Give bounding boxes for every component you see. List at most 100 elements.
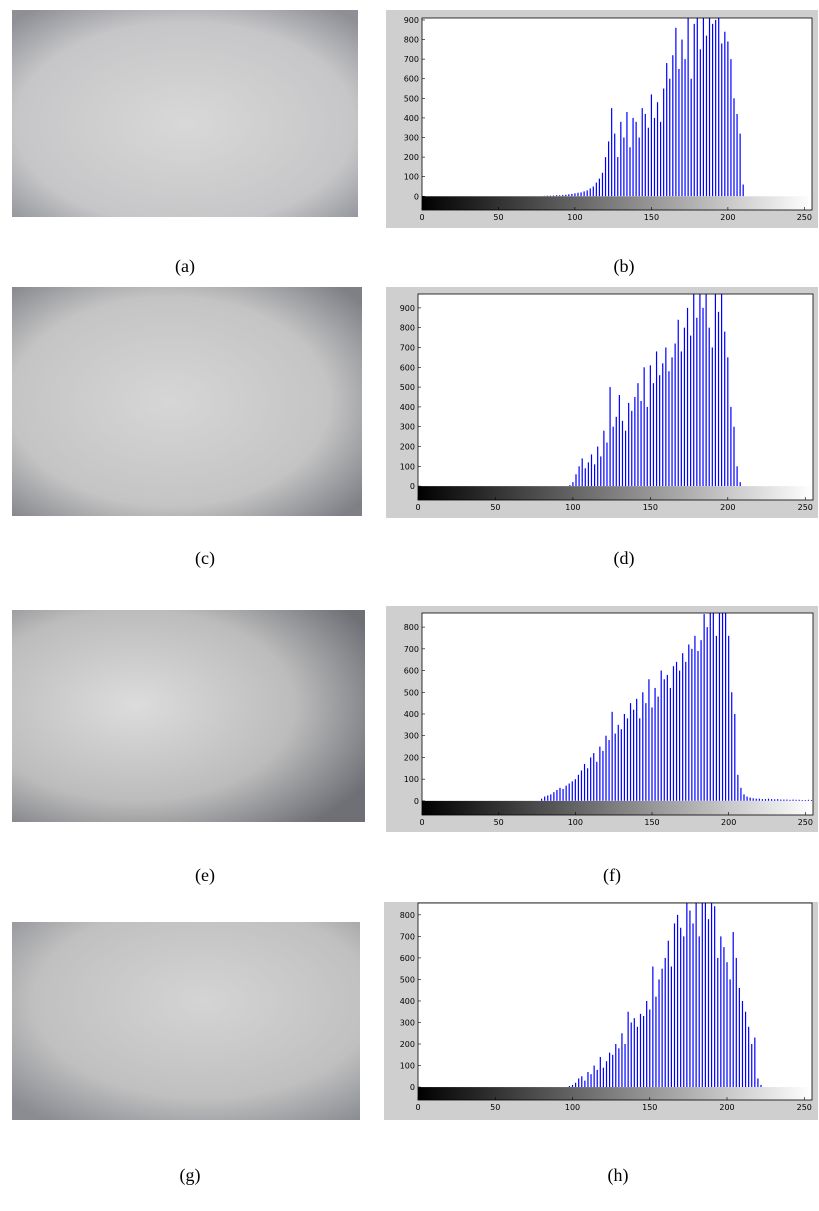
bar [624,1044,626,1088]
bar [697,651,699,801]
bar [721,294,723,487]
bar [783,799,785,801]
bar [701,903,703,1088]
bar [702,18,705,197]
bar [642,692,644,801]
bar [780,799,782,801]
bar [575,474,577,487]
bar [575,1082,577,1088]
bar [680,927,682,1088]
bar [581,1076,583,1088]
bar [626,112,628,197]
y-tick-label: 600 [400,954,415,963]
bar [688,644,690,801]
plot-frame [417,293,814,501]
bar [568,194,570,197]
bar [698,936,700,1088]
x-tick-label: 50 [490,1103,500,1112]
x-tick-label: 50 [494,818,504,827]
bar [568,783,570,801]
bar [792,799,794,801]
bar [632,117,634,197]
bar [730,59,732,197]
bar [615,1044,617,1088]
bar [636,1026,639,1088]
bar [629,703,632,801]
bar [572,482,574,487]
bar [606,442,608,487]
x-tick-label: 200 [720,503,735,512]
bar [549,195,552,197]
x-tick-label: 150 [642,1103,657,1112]
bar [663,679,665,801]
x-tick-label: 250 [797,1103,812,1112]
bar [736,466,738,487]
x-tick-label: 150 [644,818,659,827]
bar [586,190,588,197]
bar [574,193,576,197]
bar [739,133,741,197]
bar [596,1069,598,1088]
bar [726,962,728,1088]
bar [578,1078,580,1088]
x-tick-label: 50 [493,213,503,222]
y-tick-label: 0 [414,797,419,806]
bar [589,188,591,197]
plot-area [418,294,813,500]
bar [617,157,619,197]
bar [657,696,659,801]
bar [612,1054,614,1088]
bar [755,798,757,801]
bar [653,117,656,197]
bar [789,799,791,801]
bar [735,957,737,1088]
bar [731,692,733,801]
y-tick-label: 100 [404,775,419,784]
y-tick-label: 700 [400,343,415,352]
y-tick-label: 700 [404,645,419,654]
bar [627,1011,629,1088]
histogram: 0 100 200 300 400 500 600 700 800 900 0 50 100 150 200… [386,10,818,277]
bar [718,613,721,801]
bar [590,1074,592,1088]
bar [692,923,694,1088]
photo [12,10,358,217]
bar [757,1078,759,1088]
bar [738,988,740,1088]
bar [568,1086,571,1088]
x-tick-label: 250 [798,503,813,512]
bar [638,137,640,197]
y-tick-label: 400 [400,997,415,1006]
y-tick-label: 100 [404,173,419,182]
y-tick-label: 400 [400,403,415,412]
bar [729,979,731,1088]
bar [592,186,594,197]
bar [599,746,601,801]
y-tick-label: 200 [404,153,419,162]
y-tick-label: 600 [404,75,419,84]
bar [695,903,697,1088]
bar [598,178,601,197]
caption: (f) [603,865,621,886]
caption: (g) [180,1165,201,1186]
bar [736,114,738,197]
x-tick-label: 200 [719,1103,734,1112]
bar [711,23,714,197]
y-tick-label: 900 [404,16,419,25]
bar [669,687,671,801]
bar [666,63,668,197]
bar [611,108,613,197]
bar [565,785,567,801]
bar [580,770,583,801]
intensity-bar [418,1087,812,1100]
plot-area [422,613,813,815]
caption: (c) [195,548,215,569]
bar [608,1052,611,1088]
bar [741,1000,744,1088]
bar [709,613,711,801]
bar [605,1061,608,1088]
y-tick-label: 600 [400,363,415,372]
bar [744,1011,747,1088]
bar [730,406,732,487]
bar [541,798,543,801]
